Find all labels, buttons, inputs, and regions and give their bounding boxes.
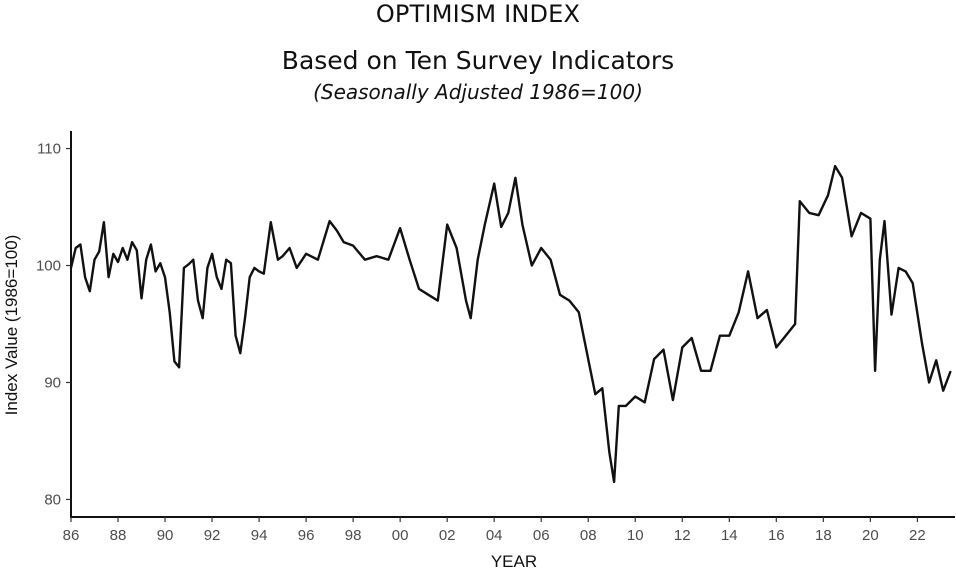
x-tick-label: 88 [110, 527, 127, 544]
y-tick-label: 80 [44, 491, 61, 508]
x-axis-label: YEAR [491, 552, 537, 571]
y-tick-label: 100 [36, 258, 61, 275]
x-tick-label: 94 [251, 527, 268, 544]
x-tick-label: 98 [345, 527, 362, 544]
x-tick-label: 00 [392, 527, 409, 544]
series-line [69, 164, 952, 484]
x-tick-label: 16 [768, 527, 785, 544]
x-tick-label: 10 [627, 527, 644, 544]
x-tick-label: 92 [204, 527, 221, 544]
y-axis-label: Index Value (1986=100) [2, 235, 21, 416]
x-tick-label: 96 [298, 527, 315, 544]
y-tick-label: 110 [37, 141, 61, 158]
x-tick-label: 90 [157, 527, 174, 544]
x-tick-label: 04 [486, 527, 503, 544]
x-tick-label: 18 [815, 527, 832, 544]
chart-subsubtitle: (Seasonally Adjusted 1986=100) [313, 80, 643, 104]
x-tick-label: 08 [580, 527, 597, 544]
x-tick-label: 86 [63, 527, 80, 544]
chart-title: OPTIMISM INDEX [375, 0, 581, 28]
x-tick-label: 14 [721, 527, 738, 544]
x-tick-label: 06 [533, 527, 550, 544]
x-tick-label: 20 [862, 527, 879, 544]
chart-subtitle: Based on Ten Survey Indicators [281, 46, 675, 75]
x-tick-label: 12 [674, 527, 691, 544]
x-tick-label: 22 [909, 527, 926, 544]
x-tick-label: 02 [439, 527, 456, 544]
y-tick-label: 90 [44, 374, 61, 391]
